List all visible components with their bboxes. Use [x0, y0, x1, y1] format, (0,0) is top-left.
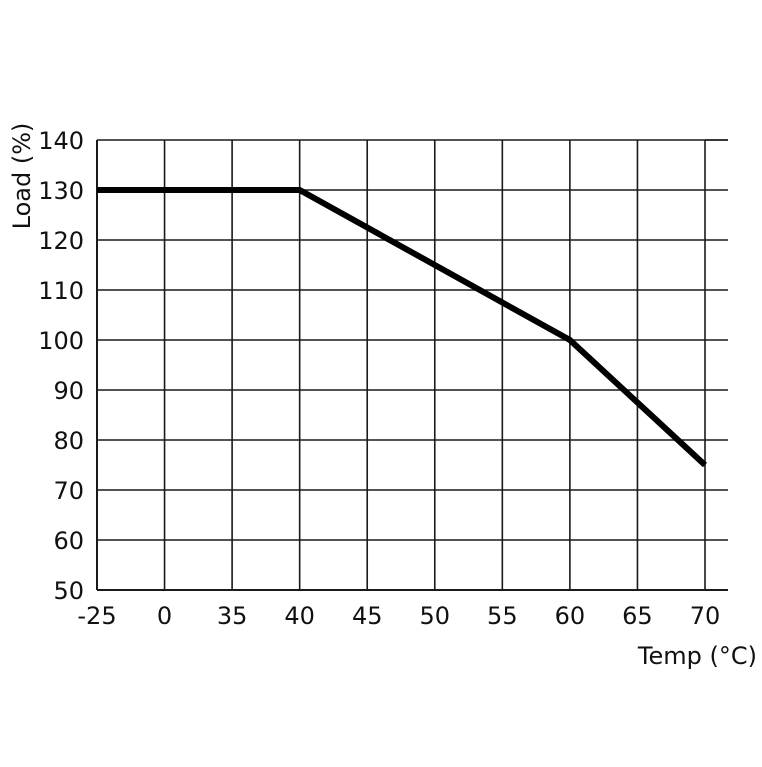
x-tick-label: 45 [352, 602, 383, 630]
y-tick-label: 50 [53, 577, 84, 605]
y-tick-label: 100 [38, 327, 84, 355]
y-axis-ticks: 140 130 120 110 100 90 80 70 60 50 [38, 127, 84, 605]
x-axis-ticks: -25 0 35 40 45 50 55 60 65 70 [77, 602, 720, 630]
series-layer [97, 190, 705, 465]
x-tick-label: -25 [77, 602, 116, 630]
y-tick-label: 80 [53, 427, 84, 455]
y-tick-label: 120 [38, 227, 84, 255]
y-tick-label: 110 [38, 277, 84, 305]
x-tick-label: 60 [555, 602, 586, 630]
y-tick-label: 140 [38, 127, 84, 155]
y-tick-label: 70 [53, 477, 84, 505]
x-axis-label: Temp (°C) [637, 642, 757, 670]
y-axis-label: Load (%) [8, 123, 36, 230]
y-tick-label: 130 [38, 177, 84, 205]
x-tick-label: 65 [622, 602, 653, 630]
x-tick-label: 70 [690, 602, 721, 630]
x-tick-label: 55 [487, 602, 518, 630]
y-tick-label: 90 [53, 377, 84, 405]
grid [97, 140, 728, 590]
series-line [97, 190, 705, 465]
x-tick-label: 40 [284, 602, 315, 630]
x-tick-label: 35 [217, 602, 248, 630]
x-tick-label: 0 [157, 602, 172, 630]
x-tick-label: 50 [420, 602, 451, 630]
y-tick-label: 60 [53, 527, 84, 555]
